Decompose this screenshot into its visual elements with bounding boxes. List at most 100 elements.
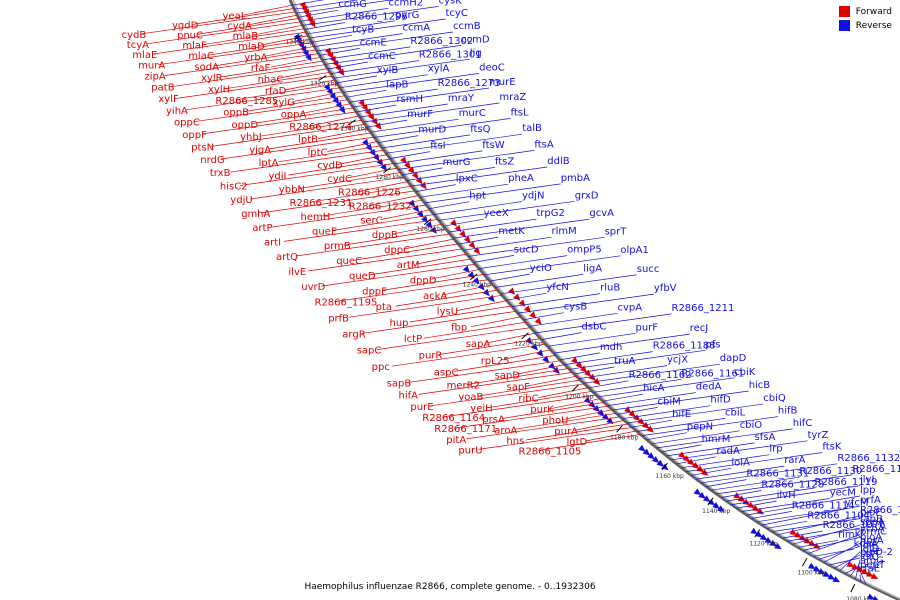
forward-gene-label: pta: [376, 302, 392, 313]
gene-arrow: [459, 230, 466, 238]
forward-leader-line: [368, 258, 472, 276]
forward-leader-line: [456, 300, 507, 311]
forward-gene-label: purU: [458, 445, 482, 456]
gene-arrow: [624, 406, 632, 414]
forward-gene-label: nrdG: [200, 155, 224, 166]
reverse-gene-label: cbiO: [740, 420, 763, 431]
gene-arrow: [542, 355, 550, 363]
forward-leader-line: [478, 379, 581, 397]
forward-leader-line: [270, 56, 321, 68]
reverse-gene-label: ccmE: [360, 37, 387, 48]
reverse-leader-line: [787, 527, 861, 542]
reverse-leader-line: [617, 407, 658, 415]
reverse-gene-label: R2866_1188: [653, 341, 716, 352]
forward-leader-line: [171, 64, 326, 88]
forward-leader-line: [514, 364, 565, 375]
reverse-gene-label: lpxC: [456, 174, 478, 185]
reverse-gene-label: ccmC: [368, 51, 396, 62]
forward-leader-line: [278, 145, 381, 163]
gene-arrow: [575, 361, 583, 369]
scale-tick-mark: [383, 167, 392, 174]
reverse-gene-label: bioF: [860, 508, 881, 519]
forward-gene-label: prsA: [482, 414, 505, 425]
reverse-gene-label: hifD: [710, 395, 731, 406]
reverse-gene-label: pyrG: [395, 10, 419, 21]
gene-arrow: [789, 528, 797, 536]
reverse-leader-line: [797, 539, 839, 548]
forward-gene-label: merR2: [447, 381, 480, 392]
forward-gene-label: ilvE: [288, 267, 306, 278]
forward-leader-line: [418, 372, 573, 395]
reverse-gene-label: mraY: [448, 93, 475, 104]
forward-leader-line: [227, 71, 331, 89]
forward-leader-line: [146, 21, 301, 45]
forward-gene-label: ackA: [423, 291, 447, 302]
forward-leader-line: [185, 87, 341, 111]
reverse-leader-line: [370, 118, 459, 133]
gene-arrow: [523, 305, 531, 313]
reverse-gene-label: yfcM: [845, 498, 869, 509]
reverse-leader-line: [300, 7, 389, 22]
forward-leader-line: [318, 128, 369, 139]
reverse-gene-label: xylA: [428, 64, 450, 75]
forward-leader-line: [337, 154, 388, 165]
forward-leader-line: [334, 279, 489, 302]
forward-gene-label: artI: [264, 237, 281, 248]
reverse-gene-label: aroG: [860, 555, 884, 566]
forward-gene-label: queC: [336, 256, 362, 267]
forward-leader-line: [362, 310, 517, 334]
forward-gene-label: oppD: [232, 120, 259, 131]
reverse-leader-line: [859, 570, 867, 585]
reverse-leader-line: [500, 274, 637, 295]
forward-gene-label: aroA: [494, 425, 517, 436]
forward-leader-line: [250, 176, 405, 200]
forward-gene-label: rfaF: [251, 63, 271, 74]
gene-arrow: [696, 465, 704, 473]
scale-tick-mark: [318, 75, 327, 81]
forward-leader-line: [514, 412, 617, 430]
reverse-leader-line: [593, 378, 682, 393]
scale-tick-label: 1080 kbp: [846, 596, 874, 600]
gene-arrow: [579, 365, 588, 373]
gene-arrow: [628, 410, 636, 418]
forward-gene-label: R2866_1195: [315, 298, 378, 309]
forward-gene-label: cydC: [327, 174, 352, 185]
forward-gene-label: purE: [410, 402, 433, 413]
forward-gene-label: hisC2: [220, 182, 248, 193]
reverse-gene-label: mdh: [600, 342, 622, 353]
legend-label-reverse: Reverse: [855, 20, 892, 31]
reverse-gene-label: R2866_1114: [792, 500, 855, 511]
reverse-leader-line: [443, 218, 484, 227]
scale-tick-mark: [348, 119, 356, 126]
gene-arrow: [530, 343, 538, 351]
reverse-leader-line: [676, 456, 717, 465]
reverse-gene-label: R2866_1302: [410, 36, 473, 47]
reverse-gene-label: ftsQ: [470, 124, 490, 135]
reverse-leader-line: [578, 365, 668, 379]
gene-arrow: [733, 492, 741, 499]
scale-tick-label: 1240 kbp: [463, 281, 491, 288]
forward-leader-line: [368, 195, 419, 206]
forward-gene-label: trxB: [210, 168, 231, 179]
reverse-gene-label: rluB: [600, 283, 620, 294]
reverse-leader-line: [803, 537, 861, 551]
reverse-leader-line: [429, 201, 470, 210]
forward-leader-line: [247, 14, 298, 26]
forward-leader-line: [478, 427, 633, 450]
reverse-leader-line: [322, 46, 411, 61]
gene-arrow: [867, 593, 875, 600]
scale-tick-mark: [707, 497, 714, 506]
reverse-leader-line: [569, 349, 706, 370]
reverse-leader-line: [636, 418, 726, 432]
forward-leader-line: [391, 343, 546, 367]
scale-tick-label: 1220 kbp: [514, 340, 542, 347]
forward-leader-line: [261, 190, 416, 214]
forward-leader-line: [347, 167, 398, 179]
gene-arrow: [529, 311, 537, 319]
reverse-gene-label: R2866_1119: [815, 477, 878, 488]
gene-arrow: [769, 539, 777, 547]
forward-leader-line: [490, 390, 593, 408]
reverse-leader-line: [574, 366, 615, 375]
reverse-leader-line: [607, 392, 696, 406]
